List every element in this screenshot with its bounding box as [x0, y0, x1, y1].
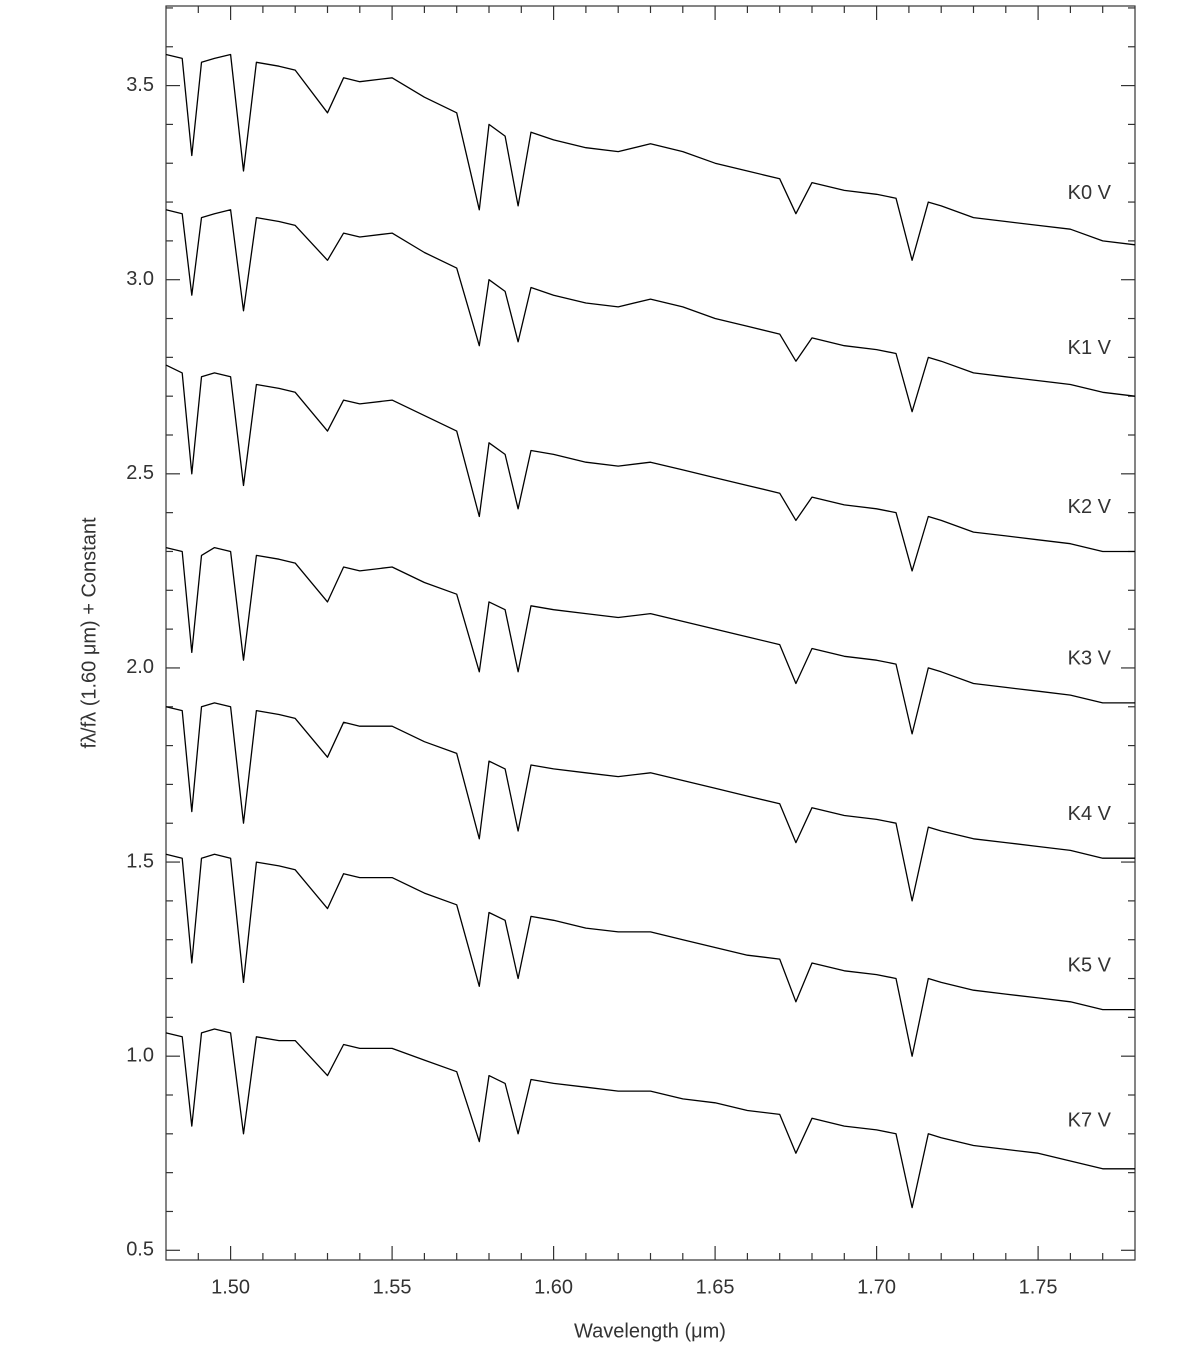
x-tick-label: 1.50	[211, 1276, 250, 1298]
y-tick-label: 1.0	[126, 1044, 154, 1066]
spectrum-line	[165, 209, 1136, 413]
spectrum-line	[165, 53, 1136, 261]
y-tick-label: 0.5	[126, 1239, 154, 1261]
x-tick-label: 1.60	[534, 1276, 573, 1298]
x-axis-label: Wavelength (μm)	[574, 1320, 726, 1342]
x-tick-label: 1.70	[857, 1276, 896, 1298]
series-label: K0 V	[1068, 182, 1112, 204]
y-tick-label: 3.5	[126, 74, 154, 96]
spectrum-line	[165, 546, 1135, 735]
spectrum-line	[165, 853, 1135, 1057]
x-tick-label: 1.55	[373, 1276, 412, 1298]
series-label: K7 V	[1068, 1110, 1112, 1132]
spectrum-line	[165, 1028, 1135, 1209]
spectrum-line	[165, 364, 1135, 572]
series-label: K2 V	[1068, 496, 1112, 518]
plot-frame	[165, 5, 1136, 1261]
series-label: K4 V	[1068, 803, 1112, 825]
y-axis-label: fλ/fλ (1.60 μm) + Constant	[78, 517, 100, 748]
y-tick-label: 2.5	[126, 462, 154, 484]
series-label: K5 V	[1068, 954, 1112, 976]
x-tick-label: 1.75	[1019, 1276, 1058, 1298]
y-tick-label: 2.0	[126, 656, 154, 678]
series-label: K1 V	[1068, 337, 1112, 359]
x-tick-label: 1.65	[696, 1276, 735, 1298]
series-label: K3 V	[1068, 648, 1112, 670]
y-tick-label: 1.5	[126, 850, 154, 872]
y-tick-label: 3.0	[126, 268, 154, 290]
spectrum-line	[165, 702, 1135, 902]
